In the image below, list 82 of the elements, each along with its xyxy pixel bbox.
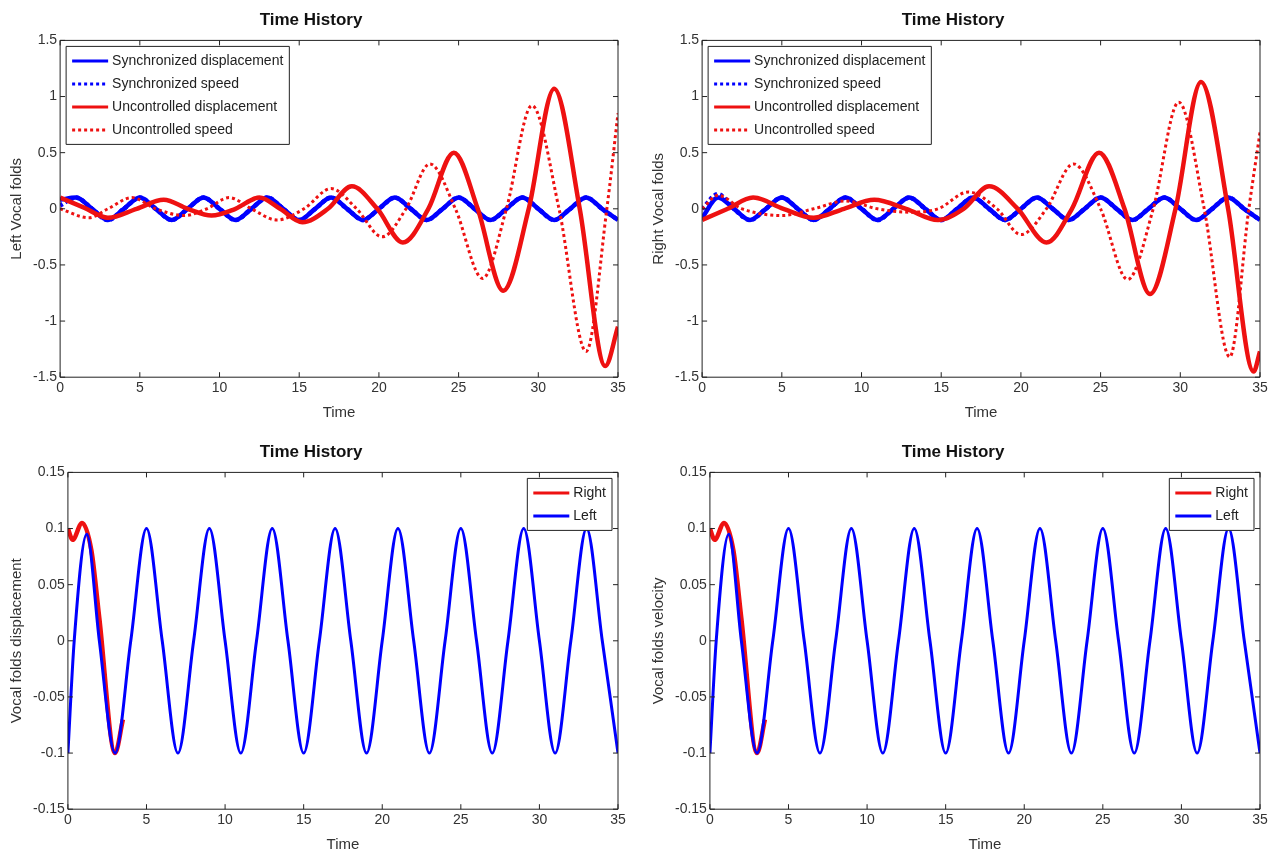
y-tick-label: -0.05: [32, 687, 66, 704]
x-tick-label: 35: [610, 379, 626, 396]
y-tick-label: -1: [44, 311, 58, 328]
legend-label: Synchronized displacement: [112, 51, 284, 68]
y-tick-label: -0.15: [32, 800, 66, 817]
y-tick-label: 1: [49, 87, 58, 104]
y-tick-label: -0.05: [674, 687, 708, 704]
x-tick-label: 20: [371, 379, 387, 396]
x-tick-label: 25: [450, 379, 467, 396]
y-tick-label: 0: [699, 631, 708, 648]
x-tick-label: 15: [295, 811, 312, 828]
x-tick-label: 10: [853, 379, 870, 396]
legend-label: Right: [1215, 483, 1249, 500]
x-tick-label: 25: [1095, 811, 1111, 828]
y-tick-label: 1.5: [679, 31, 700, 48]
y-tick-label: 0: [49, 199, 58, 216]
legend-label: Uncontrolled displacement: [754, 97, 920, 114]
legend-label: Right: [573, 483, 607, 500]
x-tick-label: 5: [777, 379, 786, 396]
x-tick-label: 30: [531, 811, 548, 828]
x-tick-label: 5: [135, 379, 144, 396]
x-tick-label: 25: [1092, 379, 1109, 396]
chart-title: Time History: [901, 441, 1005, 461]
x-tick-label: 30: [530, 379, 547, 396]
y-tick-label: 0: [57, 631, 66, 648]
x-tick-label: 20: [374, 811, 391, 828]
y-tick-label: 0.15: [37, 463, 66, 480]
y-axis-title: Vocal folds displacement: [7, 557, 25, 724]
y-axis-title: Vocal folds velocity: [649, 576, 667, 705]
y-tick-label: -1.5: [675, 368, 700, 385]
y-axis-title: Right Vocal folds: [649, 152, 667, 265]
y-tick-label: 0.5: [37, 143, 58, 160]
y-tick-label: 0.15: [679, 463, 708, 480]
x-tick-label: 15: [937, 811, 954, 828]
y-tick-label: 1.5: [37, 31, 58, 48]
x-tick-label: 20: [1013, 379, 1029, 396]
x-tick-label: 30: [1172, 379, 1189, 396]
x-axis-title: Time: [322, 403, 356, 421]
y-tick-label: 1: [691, 87, 700, 104]
x-tick-label: 30: [1173, 811, 1190, 828]
legend-label: Synchronized speed: [754, 74, 881, 91]
x-tick-label: 25: [453, 811, 469, 828]
x-tick-label: 10: [211, 379, 228, 396]
y-axis-title: Left Vocal folds: [7, 157, 25, 260]
chart-title: Time History: [259, 9, 363, 29]
x-axis-title: Time: [964, 403, 998, 421]
x-tick-label: 5: [784, 811, 793, 828]
y-tick-label: 0.1: [687, 519, 708, 536]
y-tick-label: 0.1: [45, 519, 66, 536]
y-tick-label: 0.05: [37, 575, 66, 592]
y-tick-label: -0.5: [33, 255, 58, 272]
y-tick-label: 0.05: [679, 575, 708, 592]
x-tick-label: 10: [217, 811, 234, 828]
line-series: [67, 527, 618, 755]
y-tick-label: -0.1: [40, 743, 66, 760]
legend-label: Left: [1215, 506, 1239, 523]
chart-title: Time History: [259, 441, 363, 461]
legend-label: Synchronized speed: [112, 74, 239, 91]
x-tick-label: 15: [291, 379, 308, 396]
y-tick-label: 0: [691, 199, 700, 216]
x-axis-title: Time: [968, 835, 1002, 853]
legend-label: Left: [573, 506, 597, 523]
y-tick-label: 0.5: [679, 143, 700, 160]
x-tick-label: 20: [1016, 811, 1033, 828]
y-tick-label: -0.5: [675, 255, 700, 272]
legend-label: Uncontrolled speed: [112, 120, 233, 137]
y-tick-label: -1.5: [33, 368, 58, 385]
x-tick-label: 35: [610, 811, 626, 828]
y-tick-label: -1: [686, 311, 700, 328]
legend-label: Uncontrolled displacement: [112, 97, 278, 114]
x-axis-title: Time: [326, 835, 360, 853]
chart-title: Time History: [901, 9, 1005, 29]
x-tick-label: 35: [1252, 379, 1268, 396]
x-tick-label: 35: [1252, 811, 1268, 828]
x-tick-label: 5: [142, 811, 151, 828]
x-tick-label: 15: [933, 379, 950, 396]
legend-label: Synchronized displacement: [754, 51, 926, 68]
y-tick-label: -0.1: [682, 743, 708, 760]
x-tick-label: 10: [859, 811, 876, 828]
legend-label: Uncontrolled speed: [754, 120, 875, 137]
y-tick-label: -0.15: [674, 800, 708, 817]
line-series: [709, 527, 1260, 755]
